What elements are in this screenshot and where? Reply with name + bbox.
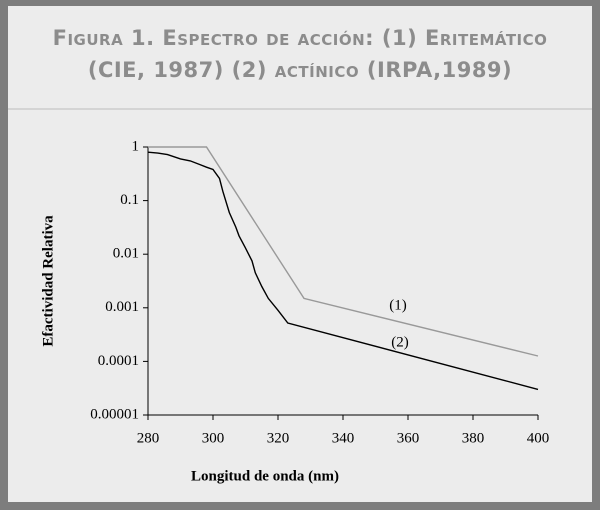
y-tick-label: 0.1 [120,192,139,208]
x-tick-label: 300 [202,430,225,446]
y-tick-label: 0.00001 [90,406,139,422]
title-line: (CIE, 1987) (2) actínico (IRPA,1989) [87,58,513,82]
x-tick-label: 320 [267,430,290,446]
series-line [147,151,539,391]
y-axis-label: Efactividad Relativa [40,215,56,347]
title-line: Figura 1. Espectro de acción: (1) Eritem… [52,26,548,50]
x-tick-label: 280 [137,430,160,446]
chart-title: Figura 1. Espectro de acción: (1) Eritem… [8,22,592,86]
x-tick-label: 380 [462,430,485,446]
x-tick-label: 360 [397,430,420,446]
panel [8,6,592,502]
series-label: (1) [389,297,407,313]
x-axis-label: Longitud de onda (nm) [191,468,339,484]
series-label: (2) [391,334,409,350]
y-tick-label: 0.001 [105,299,139,315]
x-tick-label: 400 [527,430,550,446]
x-tick-label: 340 [332,430,355,446]
y-tick-label: 1 [132,138,140,154]
series-line [148,146,539,357]
y-tick-label: 0.01 [113,246,139,262]
y-tick-label: 0.0001 [98,353,139,369]
separator [8,108,592,110]
